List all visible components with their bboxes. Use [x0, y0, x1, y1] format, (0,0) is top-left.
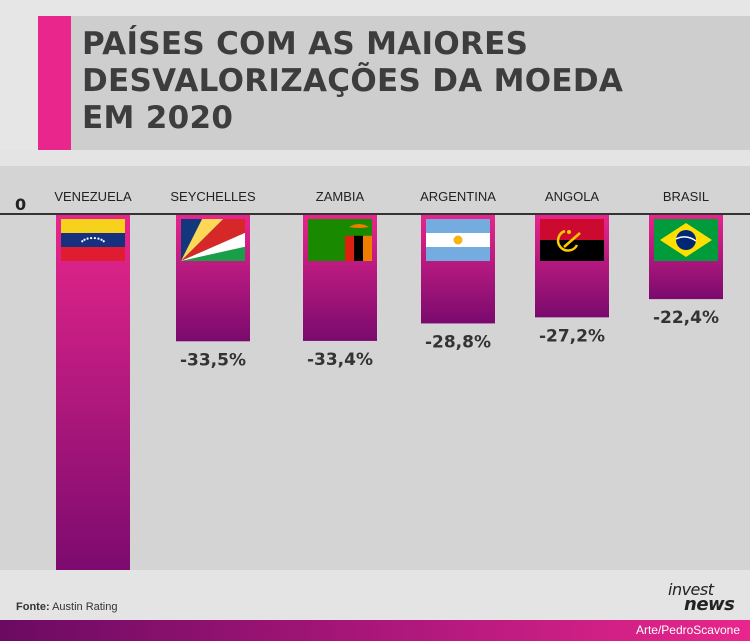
page-title: PAÍSES COM AS MAIORES DESVALORIZAÇÕES DA… [82, 26, 623, 137]
title-line-1: PAÍSES COM AS MAIORES [82, 26, 529, 62]
title-line-3: EM 2020 [82, 100, 234, 136]
title-line-2: DESVALORIZAÇÕES DA MOEDA [82, 63, 624, 99]
seychelles-flag [181, 219, 245, 261]
category-label-angola: ANGOLA [545, 189, 600, 204]
source-value: Austin Rating [52, 601, 118, 613]
header: PAÍSES COM AS MAIORES DESVALORIZAÇÕES DA… [0, 0, 750, 150]
value-label-zambia: -33,4% [307, 350, 373, 370]
title-accent [38, 16, 71, 150]
credit-bar: Arte/PedroScavone [0, 620, 750, 641]
category-label-zambia: ZAMBIA [316, 189, 365, 204]
category-label-brasil: BRASIL [663, 189, 709, 204]
zambia-flag [308, 219, 372, 261]
art-credit: Arte/PedroScavone [635, 623, 740, 637]
value-label-seychelles: -33,5% [180, 350, 246, 370]
source-note: Fonte: Austin Rating [16, 601, 118, 613]
value-label-angola: -27,2% [539, 326, 605, 346]
value-label-argentina: -28,8% [425, 332, 491, 352]
zero-axis-label: 0 [15, 195, 26, 214]
angola-flag [540, 219, 604, 261]
logo-text-invest: invest [668, 580, 714, 599]
category-label-argentina: ARGENTINA [420, 189, 496, 204]
argentina-flag [426, 219, 490, 261]
footer-band [0, 570, 750, 620]
logo-text-news: news [684, 594, 735, 615]
brazil-flag [654, 219, 718, 261]
bar-venezuela [56, 214, 130, 570]
category-label-seychelles: SEYCHELLES [170, 189, 256, 204]
investnews-logo: invest news [666, 580, 738, 615]
value-label-brasil: -22,4% [653, 308, 719, 328]
category-label-venezuela: VENEZUELA [54, 189, 132, 204]
source-label: Fonte: [16, 601, 50, 613]
venezuela-flag [61, 219, 125, 261]
bar-chart: 0 VENEZUELA-95,7%SEYCHELLES-33,5%ZAMBIA-… [0, 189, 750, 570]
title-box [38, 16, 750, 150]
